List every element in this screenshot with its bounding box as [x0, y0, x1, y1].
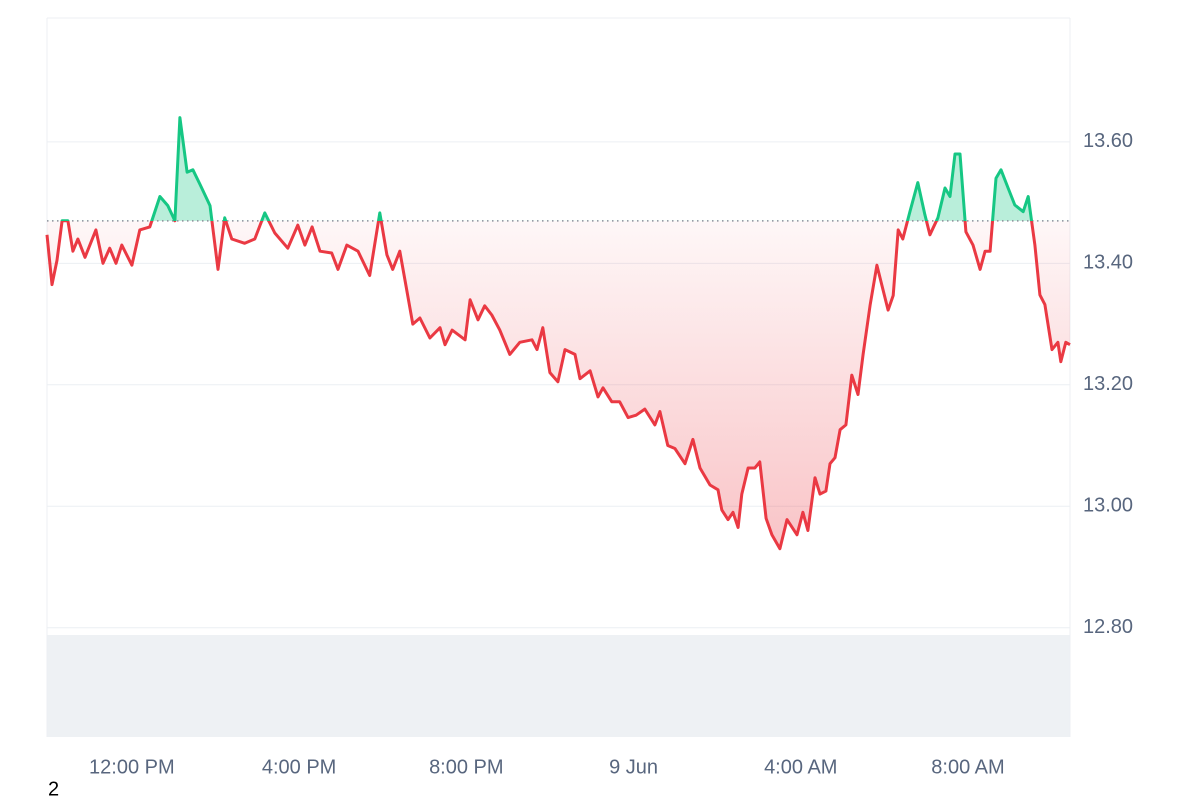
x-tick-label: 9 Jun — [609, 756, 658, 778]
footer-text: 2 — [48, 778, 59, 800]
y-tick-label: 13.00 — [1083, 495, 1133, 517]
area — [47, 117, 1070, 549]
y-tick-label: 13.40 — [1083, 252, 1133, 274]
x-tick-label: 4:00 PM — [262, 756, 336, 778]
y-tick-label: 13.20 — [1083, 373, 1133, 395]
x-tick-label: 4:00 AM — [764, 756, 837, 778]
x-tick-label: 8:00 PM — [429, 756, 503, 778]
x-tick-label: 12:00 PM — [89, 756, 175, 778]
y-tick-label: 12.80 — [1083, 616, 1133, 638]
x-tick-label: 8:00 AM — [931, 756, 1004, 778]
y-tick-label: 13.60 — [1083, 130, 1133, 152]
price-line — [45, 116, 1071, 551]
volume-area — [47, 635, 1070, 737]
